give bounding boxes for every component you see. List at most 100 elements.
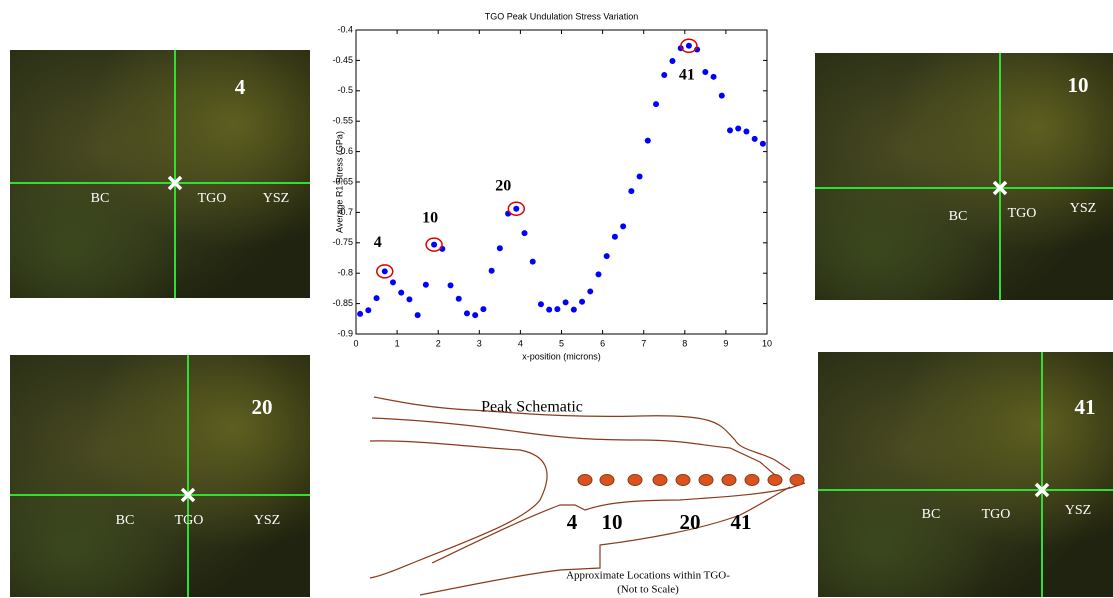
- location-dot: [577, 474, 593, 486]
- data-point: [455, 295, 462, 302]
- data-point: [529, 258, 536, 265]
- annotation-label: 10: [422, 209, 438, 226]
- data-point: [554, 306, 561, 313]
- x-tick-label: 1: [395, 338, 400, 348]
- y-tick-label: -0.65: [332, 176, 353, 186]
- x-tick-label: 3: [477, 338, 482, 348]
- schematic-caption: (Not to Scale): [617, 584, 679, 596]
- micrograph-panel: 10 BC TGO YSZ: [815, 53, 1113, 300]
- layer-label: BC: [91, 191, 110, 206]
- data-point: [389, 279, 396, 286]
- data-point: [727, 127, 734, 134]
- data-point: [472, 312, 479, 319]
- x-tick-label: 5: [559, 338, 564, 348]
- micrograph-panel: 41 BC TGO YSZ: [818, 352, 1113, 597]
- layer-label: YSZ: [263, 191, 289, 206]
- micrograph-panel: 4 BC TGO YSZ: [10, 50, 310, 298]
- x-axis-label: x-position (microns): [522, 351, 601, 361]
- location-dot: [721, 474, 737, 486]
- data-point: [546, 306, 553, 313]
- layer-label: TGO: [1008, 206, 1037, 221]
- layer-label: TGO: [198, 191, 227, 206]
- micrograph-texture: [815, 53, 1113, 300]
- x-tick-label: 4: [518, 338, 523, 348]
- y-tick-label: -0.75: [332, 237, 353, 247]
- data-point: [661, 71, 668, 78]
- annotation-circle: [507, 201, 526, 217]
- micrograph-texture: [10, 355, 310, 597]
- y-tick-label: -0.5: [337, 85, 353, 95]
- panel-number: 20: [252, 395, 273, 419]
- location-dot: [789, 474, 805, 486]
- x-tick-label: 8: [682, 338, 687, 348]
- data-point: [735, 125, 742, 132]
- x-marker: [1034, 482, 1050, 498]
- x-marker: [180, 487, 196, 503]
- schematic-marker-label: 41: [731, 510, 752, 534]
- annotation-label: 20: [495, 177, 511, 194]
- data-point: [587, 288, 594, 295]
- data-point: [603, 253, 610, 260]
- schematic-marker-label: 4: [567, 510, 578, 534]
- y-tick-label: -0.7: [337, 207, 353, 217]
- data-point: [431, 241, 438, 248]
- layer-label: TGO: [982, 507, 1011, 522]
- data-point: [579, 298, 586, 305]
- data-point: [570, 306, 577, 313]
- data-point: [694, 46, 701, 53]
- data-point: [357, 310, 364, 317]
- micrograph-texture: [10, 50, 310, 298]
- schematic-caption: Approximate Locations within TGO-: [566, 570, 730, 582]
- x-tick-label: 10: [762, 338, 772, 348]
- data-point: [521, 230, 528, 237]
- data-point: [718, 92, 725, 99]
- data-point: [414, 312, 421, 319]
- x-marker: [992, 180, 1008, 196]
- data-point: [702, 68, 709, 75]
- layer-label: BC: [922, 507, 941, 522]
- y-tick-label: -0.8: [337, 268, 353, 278]
- data-point: [463, 310, 470, 317]
- location-dot: [675, 474, 691, 486]
- data-point: [513, 205, 520, 212]
- data-point: [480, 306, 487, 313]
- schematic-marker-label: 20: [680, 510, 701, 534]
- data-point: [447, 282, 454, 289]
- annotation-circle: [425, 237, 443, 252]
- data-point: [710, 73, 717, 80]
- annotation-label: 4: [374, 234, 382, 251]
- y-axis-label: Average R1 Stress (GPa): [334, 131, 344, 233]
- data-point: [636, 173, 643, 180]
- x-tick-label: 6: [600, 338, 605, 348]
- chart-title: TGO Peak Undulation Stress Variation: [485, 11, 638, 21]
- data-point: [562, 299, 569, 306]
- annotation-circle: [376, 264, 394, 279]
- location-dot: [767, 474, 783, 486]
- panel-number: 41: [1075, 395, 1096, 419]
- y-tick-label: -0.85: [332, 298, 353, 308]
- x-tick-label: 7: [641, 338, 646, 348]
- panel-number: 10: [1068, 73, 1089, 97]
- data-point: [406, 296, 413, 303]
- location-dot: [652, 474, 668, 486]
- x-marker: [167, 175, 183, 191]
- layer-label: YSZ: [254, 513, 280, 528]
- annotation-label: 41: [679, 66, 695, 83]
- data-point: [381, 268, 388, 275]
- data-point: [422, 281, 429, 288]
- data-point: [751, 135, 758, 142]
- location-dot: [627, 474, 643, 486]
- data-point: [685, 42, 692, 49]
- y-tick-label: -0.6: [337, 146, 353, 156]
- data-point: [620, 223, 627, 230]
- layer-label: BC: [949, 209, 968, 224]
- data-point: [398, 289, 405, 296]
- data-point: [373, 295, 380, 302]
- schematic-marker-label: 10: [602, 510, 623, 534]
- layer-label: YSZ: [1065, 503, 1091, 518]
- data-point: [595, 271, 602, 278]
- layer-label: YSZ: [1070, 201, 1096, 216]
- data-point: [537, 301, 544, 308]
